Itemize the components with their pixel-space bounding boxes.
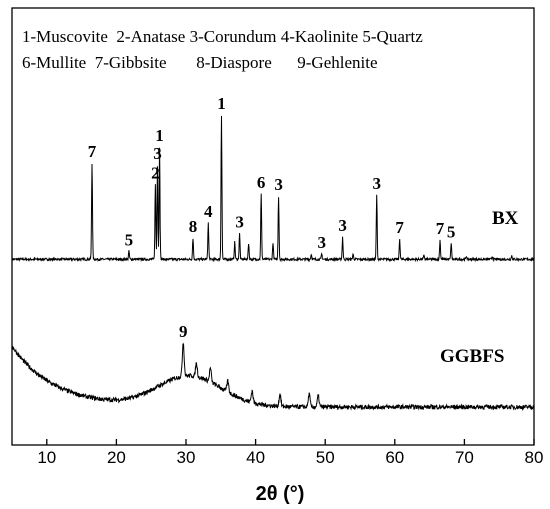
bx-peak-label: 1 [155, 126, 164, 145]
bx-peak-label: 6 [257, 173, 266, 192]
x-tick-label: 20 [107, 448, 126, 467]
plot-border [11, 7, 535, 446]
phase-legend: 1-Muscovite 2-Anatase 3-Corundum 4-Kaoli… [22, 27, 423, 72]
bx-peak-label: 3 [274, 175, 283, 194]
bx-peak-label: 7 [88, 142, 97, 161]
x-tick-label: 50 [316, 448, 335, 467]
x-tick-label: 80 [525, 448, 544, 467]
plot-frame [11, 7, 535, 446]
series-layer [11, 115, 535, 412]
series-label-ggbfs: GGBFS [440, 346, 504, 367]
bx-peak-label: 3 [235, 213, 244, 232]
bx-peak-label: 5 [447, 222, 456, 241]
series-label-bx: BX [492, 208, 519, 229]
x-axis-label: 2θ (°) [256, 483, 305, 505]
bx-peak-label: 2 [151, 163, 160, 182]
x-tick-label: 30 [177, 448, 196, 467]
bx-peak-label: 4 [204, 202, 213, 221]
bx-peak-label: 5 [125, 230, 134, 249]
bx-peak-label: 7 [436, 219, 445, 238]
x-tick-label: 40 [246, 448, 265, 467]
bx-peak-label: 3 [338, 216, 347, 235]
x-tick-label: 10 [37, 448, 56, 467]
legend-line-2: 6-Mullite 7-Gibbsite 8-Diaspore 9-Gehlen… [22, 53, 378, 72]
series-bx-line [11, 115, 535, 263]
x-tick-label: 70 [455, 448, 474, 467]
bx-peak-label: 3 [317, 233, 326, 252]
series-ggbfs-line [11, 342, 535, 412]
bx-peak-label: 7 [395, 218, 404, 237]
bx-peak-label: 3 [153, 144, 162, 163]
bx-peak-label: 3 [372, 174, 381, 193]
x-axis: 10 20 30 40 50 60 70 80 [37, 439, 543, 467]
ggbfs-peak-label: 9 [179, 322, 188, 341]
bx-peak-label: 1 [217, 94, 226, 113]
x-tick-label: 60 [385, 448, 404, 467]
bx-peak-label: 8 [189, 217, 198, 236]
legend-line-1: 1-Muscovite 2-Anatase 3-Corundum 4-Kaoli… [22, 27, 423, 46]
